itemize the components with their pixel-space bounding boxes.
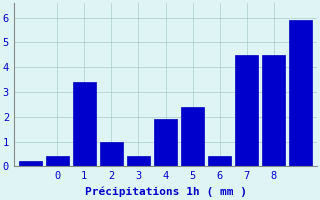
X-axis label: Précipitations 1h ( mm ): Précipitations 1h ( mm ) bbox=[84, 187, 246, 197]
Bar bbox=[73, 82, 96, 166]
Bar bbox=[262, 55, 285, 166]
Bar bbox=[208, 156, 231, 166]
Bar bbox=[154, 119, 177, 166]
Bar bbox=[19, 161, 42, 166]
Bar bbox=[100, 142, 123, 166]
Bar bbox=[290, 20, 313, 166]
Bar bbox=[46, 156, 69, 166]
Bar bbox=[181, 107, 204, 166]
Bar bbox=[127, 156, 150, 166]
Bar bbox=[235, 55, 258, 166]
